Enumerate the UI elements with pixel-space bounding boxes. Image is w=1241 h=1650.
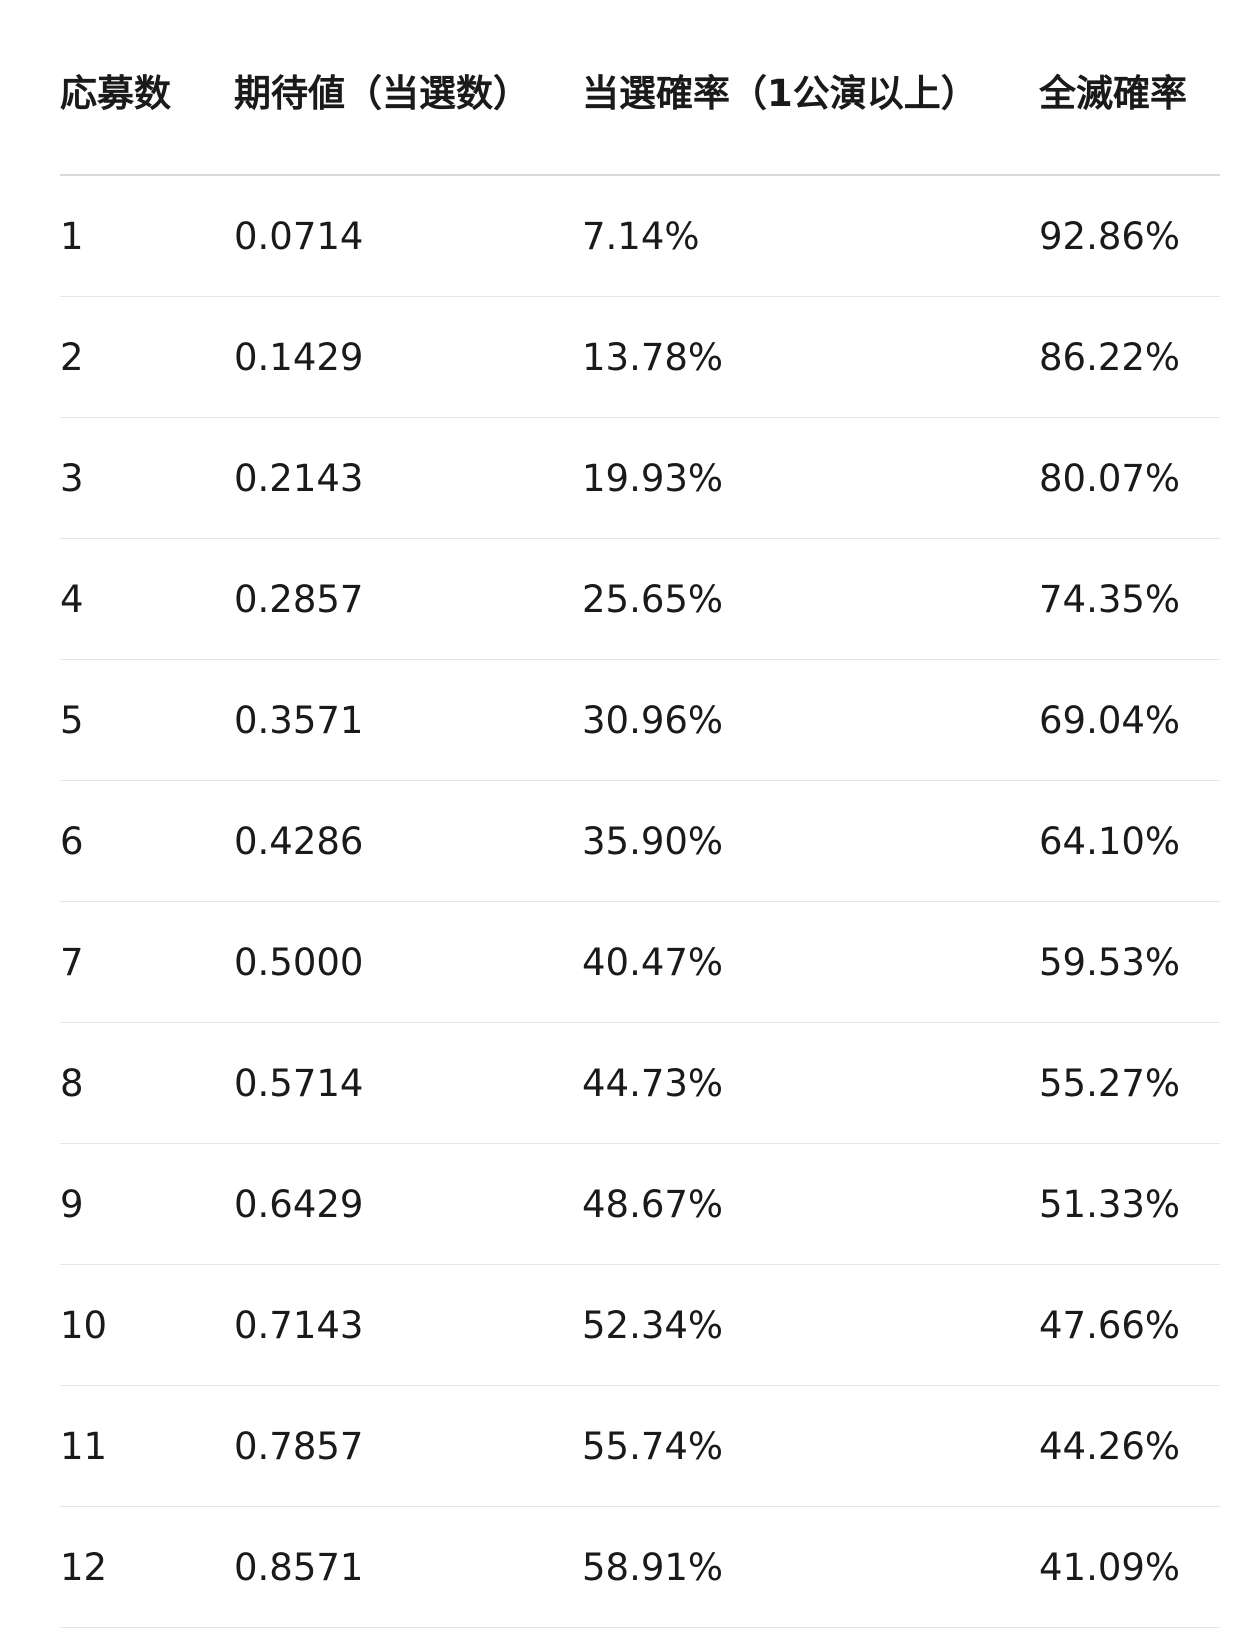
table-cell: 55.74% xyxy=(582,1385,1039,1507)
table-row: 8 0.5714 44.73% 55.27% xyxy=(60,1022,1220,1144)
table-cell: 0.5714 xyxy=(234,1022,582,1144)
table-cell: 0.6429 xyxy=(234,1143,582,1265)
table-row: 10 0.7143 52.34% 47.66% xyxy=(60,1264,1220,1386)
table-cell: 8 xyxy=(60,1022,234,1144)
table-body: 1 0.0714 7.14% 92.86% 2 0.1429 13.78% 86.22% 3 0.… xyxy=(60,175,1220,1628)
table-cell: 58.91% xyxy=(582,1506,1039,1628)
table-cell: 6 xyxy=(60,780,234,902)
table-cell: 80.07% xyxy=(1039,417,1220,539)
table-cell: 51.33% xyxy=(1039,1143,1220,1265)
table-cell: 4 xyxy=(60,538,234,660)
table-row: 5 0.3571 30.96% 69.04% xyxy=(60,659,1220,781)
table-cell: 41.09% xyxy=(1039,1506,1220,1628)
table-cell: 0.2857 xyxy=(234,538,582,660)
table-row: 7 0.5000 40.47% 59.53% xyxy=(60,901,1220,1023)
table-cell: 11 xyxy=(60,1385,234,1507)
table-cell: 0.5000 xyxy=(234,901,582,1023)
table-cell: 59.53% xyxy=(1039,901,1220,1023)
table-cell: 48.67% xyxy=(582,1143,1039,1265)
table-cell: 0.2143 xyxy=(234,417,582,539)
header-row: 応募数 期待値（当選数） 当選確率（1公演以上） 全滅確率 xyxy=(60,0,1220,176)
table-row: 12 0.8571 58.91% 41.09% xyxy=(60,1506,1220,1628)
table-cell: 35.90% xyxy=(582,780,1039,902)
table-cell: 10 xyxy=(60,1264,234,1386)
table-cell: 92.86% xyxy=(1039,175,1220,297)
table-cell: 52.34% xyxy=(582,1264,1039,1386)
table-cell: 0.3571 xyxy=(234,659,582,781)
table-cell: 0.4286 xyxy=(234,780,582,902)
data-table: 応募数 期待値（当選数） 当選確率（1公演以上） 全滅確率 1 0.0714 7.14% 9… xyxy=(60,0,1220,1628)
table-cell: 64.10% xyxy=(1039,780,1220,902)
table-cell: 44.26% xyxy=(1039,1385,1220,1507)
table-cell: 47.66% xyxy=(1039,1264,1220,1386)
table-row: 6 0.4286 35.90% 64.10% xyxy=(60,780,1220,902)
table-cell: 69.04% xyxy=(1039,659,1220,781)
table-cell: 40.47% xyxy=(582,901,1039,1023)
table-row: 1 0.0714 7.14% 92.86% xyxy=(60,175,1220,297)
table-row: 2 0.1429 13.78% 86.22% xyxy=(60,296,1220,418)
table-cell: 1 xyxy=(60,175,234,297)
table-row: 3 0.2143 19.93% 80.07% xyxy=(60,417,1220,539)
table-row: 4 0.2857 25.65% 74.35% xyxy=(60,538,1220,660)
table-cell: 9 xyxy=(60,1143,234,1265)
table-cell: 30.96% xyxy=(582,659,1039,781)
table-cell: 0.7857 xyxy=(234,1385,582,1507)
table-cell: 12 xyxy=(60,1506,234,1628)
header-cell: 期待値（当選数） xyxy=(234,0,582,176)
table-cell: 5 xyxy=(60,659,234,781)
table-cell: 3 xyxy=(60,417,234,539)
table-cell: 25.65% xyxy=(582,538,1039,660)
table-cell: 0.8571 xyxy=(234,1506,582,1628)
table-row: 11 0.7857 55.74% 44.26% xyxy=(60,1385,1220,1507)
table-head: 応募数 期待値（当選数） 当選確率（1公演以上） 全滅確率 xyxy=(60,0,1220,176)
header-cell: 応募数 xyxy=(60,0,234,176)
table-cell: 86.22% xyxy=(1039,296,1220,418)
table-cell: 7 xyxy=(60,901,234,1023)
table-row: 9 0.6429 48.67% 51.33% xyxy=(60,1143,1220,1265)
table-cell: 0.0714 xyxy=(234,175,582,297)
table-cell: 74.35% xyxy=(1039,538,1220,660)
table-cell: 0.1429 xyxy=(234,296,582,418)
table-cell: 19.93% xyxy=(582,417,1039,539)
table-cell: 13.78% xyxy=(582,296,1039,418)
header-cell: 全滅確率 xyxy=(1039,0,1220,176)
table-cell: 44.73% xyxy=(582,1022,1039,1144)
table-cell: 55.27% xyxy=(1039,1022,1220,1144)
table-cell: 0.7143 xyxy=(234,1264,582,1386)
table-cell: 2 xyxy=(60,296,234,418)
table-cell: 7.14% xyxy=(582,175,1039,297)
header-cell: 当選確率（1公演以上） xyxy=(582,0,1039,176)
